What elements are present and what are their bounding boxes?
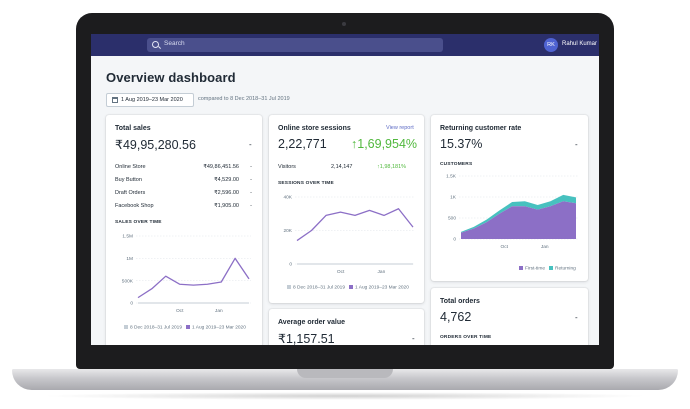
row-value: ₹1,905.00	[214, 203, 239, 209]
row-dash: -	[250, 177, 252, 183]
x-tick-label: Jan	[541, 244, 549, 250]
y-tick-label: 1.5K	[446, 174, 457, 180]
chart-label: CUSTOMERS	[440, 162, 473, 167]
page-title: Overview dashboard	[106, 70, 236, 85]
camera-dot	[342, 22, 346, 26]
legend-previous: 8 Dec 2018–31 Jul 2019	[130, 325, 183, 331]
average-order-value: ₹1,157.51	[278, 332, 335, 345]
total-orders-card: Total orders 4,762 - ORDERS OVER TIME	[431, 288, 588, 345]
visitors-value: 2,14,147	[331, 164, 353, 170]
row-label: Draft Orders	[115, 190, 146, 196]
y-tick-label: 40K	[283, 195, 292, 201]
legend-swatch-previous	[124, 325, 128, 329]
comparison-dash: -	[575, 313, 578, 322]
visitors-label: Visitors	[278, 164, 296, 170]
chart-legend: 8 Dec 2018–31 Jul 2019 1 Aug 2019–23 Mar…	[287, 285, 409, 291]
card-title: Average order value	[278, 319, 346, 326]
legend-previous: 8 Dec 2018–31 Jul 2019	[293, 285, 346, 291]
laptop-base	[12, 369, 678, 390]
comparison-dash: -	[412, 334, 415, 343]
total-sales-card: Total sales ₹49,95,280.56 - Online Store…	[106, 115, 262, 345]
legend-swatch-current	[349, 285, 354, 289]
date-range-label: 1 Aug 2019–23 Mar 2020	[121, 97, 183, 103]
card-title: Total orders	[440, 298, 480, 305]
legend-current: 1 Aug 2019–23 Mar 2020	[355, 285, 409, 291]
x-tick-label: Oct	[500, 244, 508, 250]
series-area-first-time	[461, 201, 576, 239]
row-label: Buy Button	[115, 177, 142, 183]
series-line-current	[137, 257, 250, 299]
y-tick-label: 20K	[283, 228, 292, 234]
compare-text: compared to 8 Dec 2018–31 Jul 2019	[198, 96, 290, 102]
legend-swatch-previous	[287, 285, 291, 289]
chart-label: ORDERS OVER TIME	[440, 335, 492, 340]
top-bar: Search RK Rahul Kumar	[91, 34, 599, 56]
search-icon	[152, 41, 159, 48]
customers-chart: 1.5K 1K 500 0 Oct Jan	[446, 174, 578, 250]
user-name[interactable]: Rahul Kumar	[562, 41, 598, 47]
x-tick-label: Oct	[176, 308, 184, 314]
row-value: ₹49,86,451.56	[203, 164, 239, 170]
returning-rate-card: Returning customer rate 15.37% - CUSTOME…	[431, 115, 588, 281]
legend-swatch-returning	[548, 266, 553, 270]
laptop-shadow	[40, 392, 650, 400]
row-label: Facebook Shop	[115, 203, 154, 209]
x-tick-label: Oct	[337, 269, 345, 275]
returning-rate-value: 15.37%	[440, 137, 483, 151]
y-tick-label: 1.5M	[122, 234, 133, 240]
online-sessions-card: Online store sessions View report 2,22,7…	[269, 115, 424, 303]
dashboard-screen: Search RK Rahul Kumar Overview dashboard…	[91, 34, 599, 345]
legend-first-time: First-time	[525, 266, 545, 272]
sessions-over-time-chart: 40K 20K 0 Oct Jan	[283, 195, 415, 275]
chart-label: SESSIONS OVER TIME	[278, 181, 334, 186]
y-tick-label: 500K	[122, 278, 134, 284]
row-dash: -	[250, 190, 252, 196]
card-title: Online store sessions	[278, 125, 351, 132]
row-dash: -	[250, 164, 252, 170]
y-tick-label: 0	[289, 262, 292, 268]
visitors-change: ↑1,98,181%	[377, 164, 407, 170]
y-tick-label: 500	[448, 216, 456, 222]
sessions-change: ↑1,69,954%	[351, 137, 418, 151]
x-tick-label: Jan	[378, 269, 386, 275]
series-line-current	[296, 208, 414, 242]
sales-over-time-chart: 1.5M 1M 500K 0 Oct Jan	[122, 234, 251, 314]
total-sales-value: ₹49,95,280.56	[115, 138, 196, 152]
row-value: ₹2,596.00	[214, 190, 239, 196]
view-report-link[interactable]: View report	[386, 125, 414, 131]
avatar[interactable]: RK	[544, 38, 558, 52]
search-placeholder: Search	[164, 40, 185, 47]
total-orders-value: 4,762	[440, 310, 472, 324]
legend-swatch-current	[186, 325, 191, 329]
series-area-returning	[461, 194, 576, 233]
comparison-dash: -	[249, 140, 252, 149]
y-tick-label: 0	[130, 301, 133, 307]
legend-swatch-first-time	[519, 266, 523, 270]
chart-legend: 8 Dec 2018–31 Jul 2019 1 Aug 2019–23 Mar…	[124, 325, 246, 331]
card-title: Total sales	[115, 125, 151, 132]
average-order-card: Average order value ₹1,157.51 -	[269, 309, 424, 345]
search-input[interactable]: Search	[147, 38, 443, 52]
row-value: ₹4,529.00	[214, 177, 239, 183]
y-tick-label: 0	[453, 237, 456, 243]
comparison-dash: -	[575, 140, 578, 149]
sessions-value: 2,22,771	[278, 137, 327, 151]
date-range-button[interactable]: 1 Aug 2019–23 Mar 2020	[106, 93, 194, 107]
y-tick-label: 1M	[126, 256, 133, 262]
row-label: Online Store	[115, 164, 146, 170]
legend-returning: Returning	[554, 266, 576, 272]
row-dash: -	[250, 203, 252, 209]
chart-label: SALES OVER TIME	[115, 220, 162, 225]
laptop-notch	[297, 369, 393, 378]
calendar-icon	[112, 97, 118, 103]
x-tick-label: Jan	[215, 308, 223, 314]
card-title: Returning customer rate	[440, 125, 522, 132]
y-tick-label: 1K	[450, 195, 457, 201]
legend-current: 1 Aug 2019–23 Mar 2020	[192, 325, 246, 331]
chart-legend: First-time Returning	[519, 266, 576, 272]
